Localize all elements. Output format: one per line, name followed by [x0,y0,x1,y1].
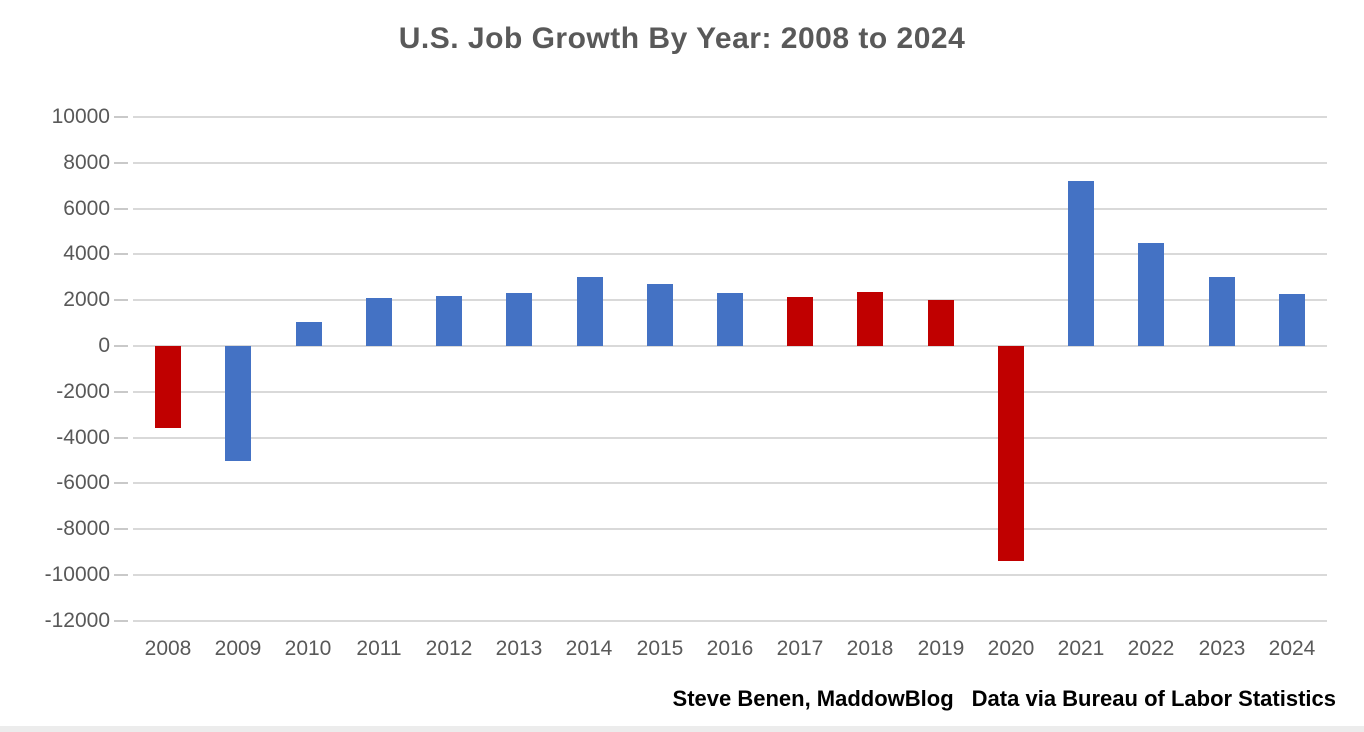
y-axis-label--4000: -4000 [56,425,110,449]
source-data-credit: Data via Bureau of Labor Statistics [971,686,1336,711]
y-axis-label-0: 0 [98,334,110,357]
bar-2023 [1209,277,1235,346]
bar-2021 [1068,181,1094,346]
bar-2009 [225,346,251,461]
x-axis-label-2019: 2019 [917,637,965,660]
bar-2011 [366,298,392,346]
x-axis-label-2024: 2024 [1268,637,1316,660]
x-axis-label-2016: 2016 [706,637,754,660]
bar-2018 [857,292,883,346]
gridline-4000 [133,253,1327,256]
y-axis-label--12000: -12000 [44,608,110,632]
y-axis-tick-10000 [114,116,128,118]
y-axis-tick--8000 [114,528,128,531]
x-axis-label-2008: 2008 [144,637,192,660]
x-axis-label-2023: 2023 [1198,637,1246,660]
bar-2016 [717,293,743,346]
y-axis-label-6000: 6000 [63,196,110,220]
y-axis-label-10000: 10000 [51,105,110,128]
y-axis-label--10000: -10000 [44,563,110,586]
bar-2012 [436,296,462,346]
source-author: Steve Benen, MaddowBlog [672,686,954,711]
y-axis-label--6000: -6000 [56,471,110,495]
y-axis-tick--12000 [114,619,128,622]
x-axis-label-2020: 2020 [987,637,1035,660]
x-axis-label-2018: 2018 [846,637,894,660]
y-axis-tick--4000 [114,436,128,439]
gridline--6000 [133,482,1327,485]
bar-2010 [296,322,322,346]
bar-2024 [1279,294,1305,346]
x-axis-label-2014: 2014 [565,637,613,660]
y-axis-tick-4000 [114,253,128,256]
x-axis-label-2022: 2022 [1127,637,1175,660]
gridline-6000 [133,207,1327,210]
bar-2008 [155,346,181,428]
gridline--12000 [133,619,1327,622]
y-axis-label-2000: 2000 [63,288,110,312]
y-axis-tick-6000 [114,207,128,210]
x-axis-label-2015: 2015 [636,637,684,660]
bar-2015 [647,284,673,346]
y-axis-tick-8000 [114,161,128,164]
y-axis-tick-2000 [114,299,128,302]
bar-2020 [998,346,1024,561]
gridline-10000 [133,116,1327,118]
y-axis-label--8000: -8000 [56,517,110,541]
bar-2017 [787,297,813,346]
bar-2019 [928,300,954,346]
y-axis-label--2000: -2000 [56,379,110,403]
y-axis-label-8000: 8000 [63,150,110,174]
x-axis-label-2011: 2011 [356,637,402,660]
y-axis-tick--6000 [114,482,128,485]
bar-2013 [506,293,532,346]
gridline-0 [133,345,1327,347]
bottom-strip [0,726,1364,732]
chart-title: U.S. Job Growth By Year: 2008 to 2024 [398,22,966,55]
x-axis-label-2012: 2012 [425,637,473,660]
x-axis-label-2021: 2021 [1057,637,1105,660]
y-axis-tick--2000 [114,390,128,393]
source-note: Steve Benen, MaddowBlog Data via Bureau … [673,686,1336,712]
x-axis-label-2017: 2017 [776,637,824,660]
x-axis-label-2010: 2010 [284,637,332,660]
gridline--8000 [133,528,1327,531]
y-axis-tick--10000 [114,574,128,576]
gridline--10000 [133,574,1327,576]
y-axis-label-4000: 4000 [63,242,110,266]
gridline-8000 [133,161,1327,164]
gridline--2000 [133,390,1327,393]
x-axis-label-2013: 2013 [495,637,543,660]
x-axis-label-2009: 2009 [214,637,262,660]
gridline--4000 [133,436,1327,439]
y-axis-tick-0 [114,345,128,347]
bar-2022 [1138,243,1164,346]
bar-2014 [577,277,603,346]
